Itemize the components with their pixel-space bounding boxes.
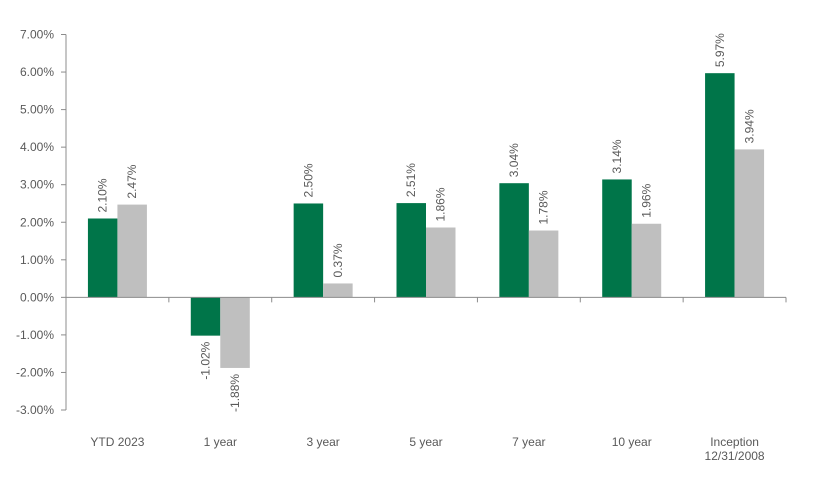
data-label: 1.86% [434,187,448,221]
data-label: 2.51% [404,163,418,197]
bar-series-2 [734,149,765,298]
x-axis: YTD 2023 1 year 3 year 5 year 7 year 10 year I… [65,296,787,463]
data-label: 0.37% [331,243,345,277]
y-tick-label: 7.00% [20,28,54,42]
category-label: 5 year [409,435,442,449]
bar-series-2 [117,204,147,298]
category-label: 7 year [512,435,545,449]
bar-series-2 [528,230,559,298]
data-label: 5.97% [713,33,727,67]
y-tick-label: -3.00% [16,403,54,417]
category-label: YTD 2023 [90,435,144,449]
data-label: 3.94% [742,109,756,143]
y-axis: 7.00% 6.00% 5.00% 4.00% 3.00% 2.00% 1.00% 0.00%… [16,28,67,417]
bar-series-1 [190,297,221,336]
category-label: Inception 12/31/2008 [705,435,765,463]
bar-series-1 [87,218,118,298]
bar-series-2 [323,283,353,298]
bar-series-1 [499,183,529,298]
y-tick-label: -1.00% [16,328,54,342]
data-label: -1.02% [199,341,213,379]
y-tick-label: 3.00% [20,178,54,192]
bars [87,73,765,368]
category-label: 10 year [612,435,652,449]
y-tick-label: 1.00% [20,253,54,267]
data-label: 2.47% [125,164,139,198]
bar-series-2 [631,223,662,298]
y-tick-label: 2.00% [20,215,54,229]
y-tick-label: 5.00% [20,103,54,117]
bar-series-1 [396,203,426,298]
data-labels: 2.10% 2.47% -1.02% -1.88% 2.50% 0.37% 2.51% 1.8… [96,33,757,412]
category-label: 3 year [306,435,339,449]
data-label: 1.96% [639,183,653,217]
y-tick-label: 4.00% [20,140,54,154]
bar-series-1 [602,179,632,298]
bar-series-2 [220,297,250,368]
data-label: 2.10% [96,178,110,212]
data-label: -1.88% [228,374,242,412]
data-label: 3.14% [610,139,624,173]
y-tick-label: 6.00% [20,65,54,79]
bar-series-1 [705,73,735,298]
category-label: 1 year [204,435,237,449]
data-label: 1.78% [537,190,551,224]
y-tick-label: -2.00% [16,365,54,379]
data-label: 2.50% [301,163,315,197]
y-tick-label: 0.00% [20,290,54,304]
data-label: 3.04% [507,143,521,177]
bar-series-2 [426,227,456,298]
bar-series-1 [293,203,324,298]
